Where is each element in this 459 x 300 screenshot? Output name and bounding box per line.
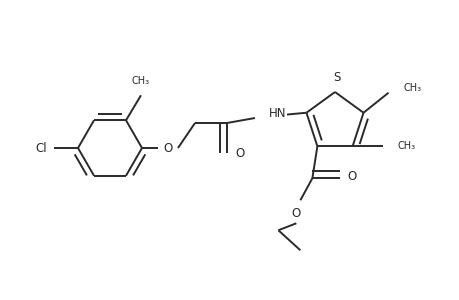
Text: CH₃: CH₃ [132,76,150,86]
Text: S: S [333,70,340,83]
Text: O: O [291,207,300,220]
Text: CH₃: CH₃ [397,141,415,151]
Text: HN: HN [269,106,286,119]
Text: Cl: Cl [35,142,47,154]
Text: O: O [347,170,356,183]
Text: O: O [235,146,244,160]
Text: O: O [163,142,172,154]
Text: CH₃: CH₃ [403,83,421,93]
